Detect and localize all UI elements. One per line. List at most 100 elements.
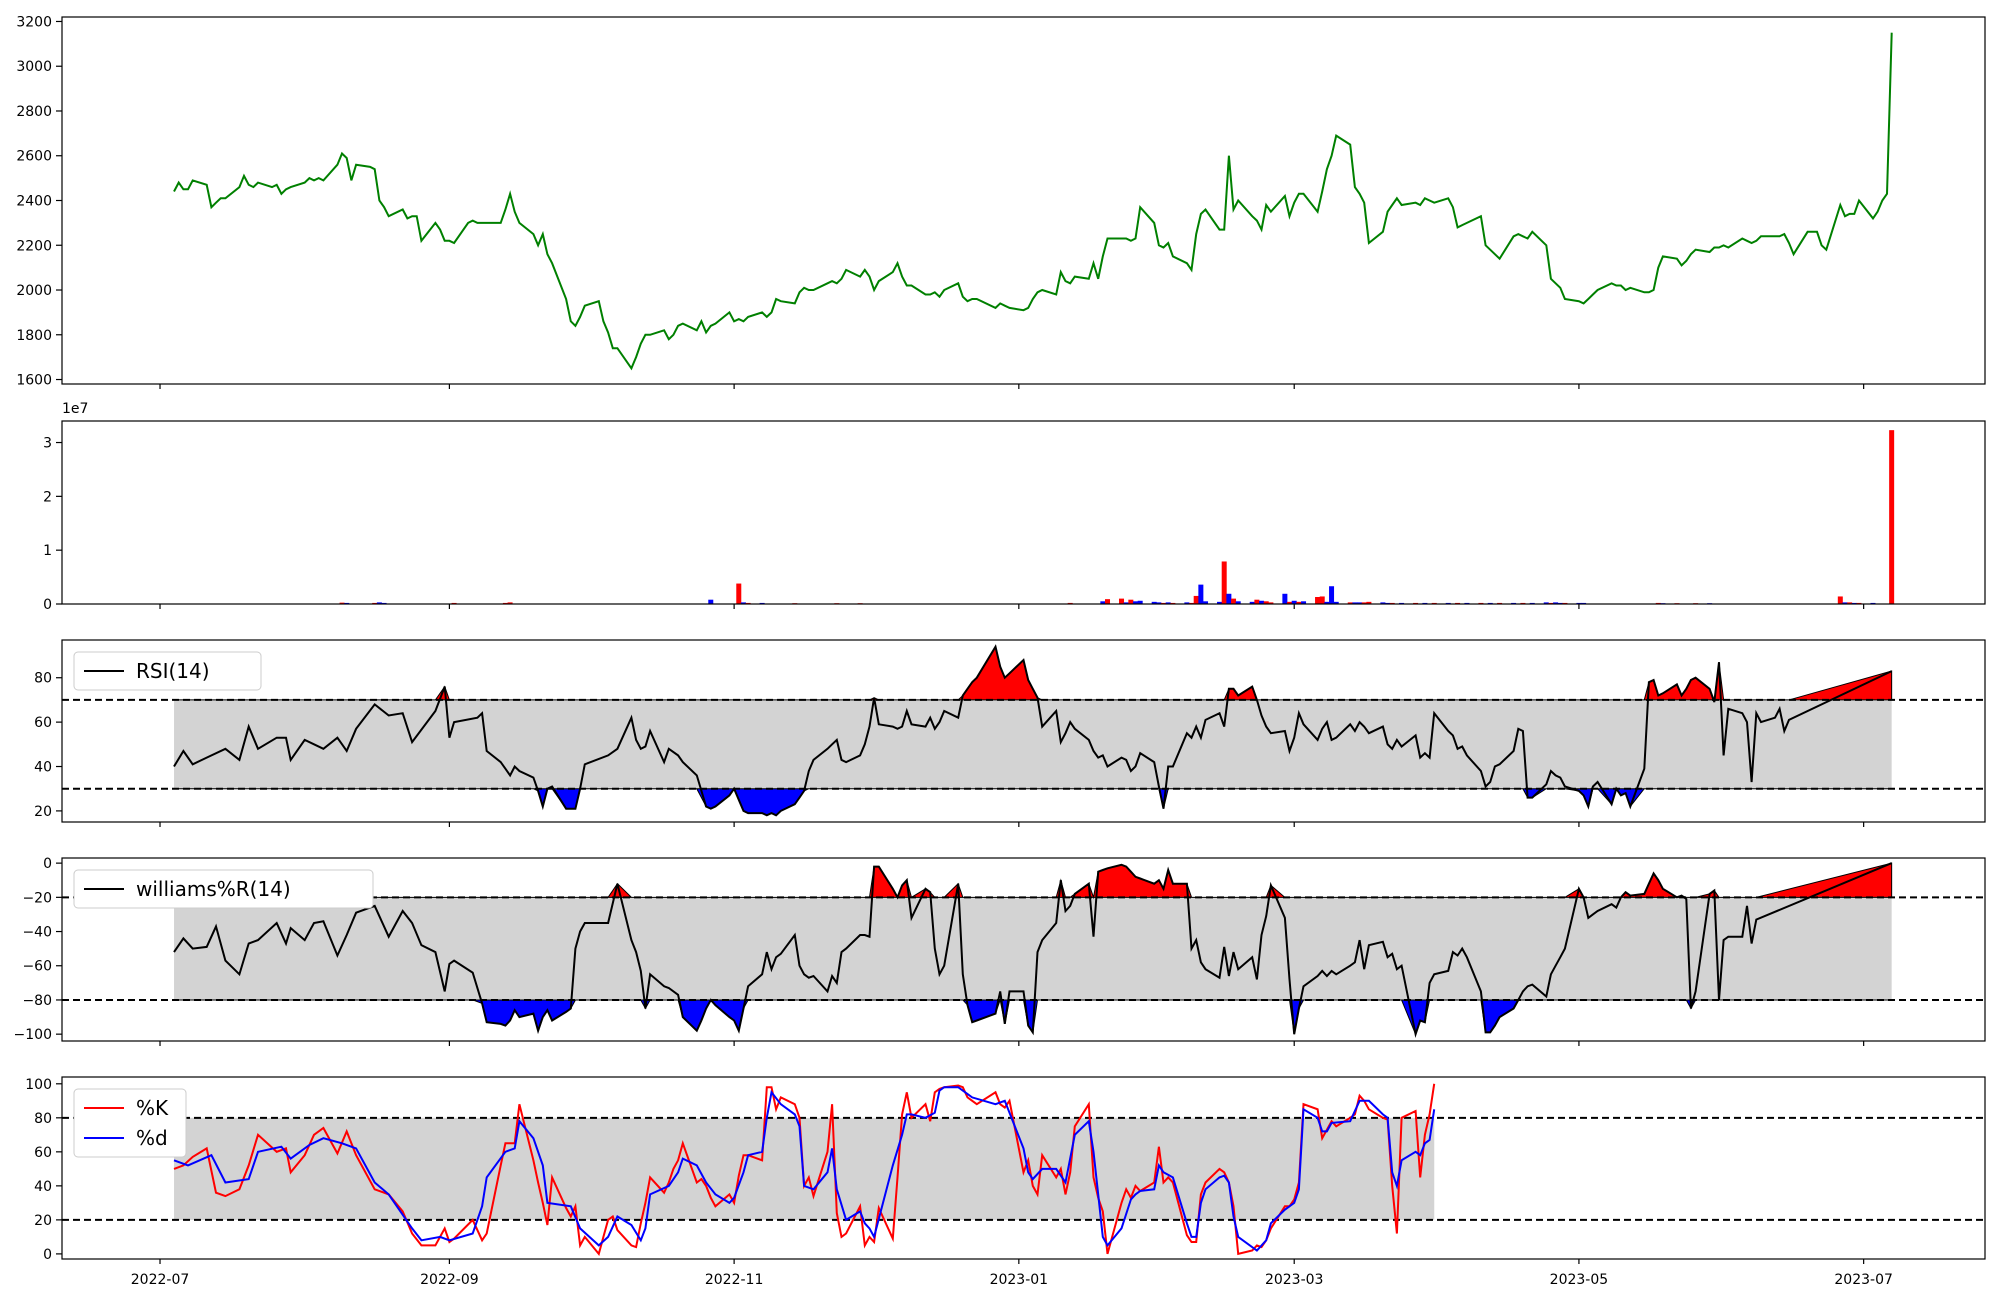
volume-bar [708,599,714,604]
volume-bar [1119,598,1125,604]
threshold-band [174,699,1892,789]
x-axis: 2022-07 2022-09 2022-11 2023-01 2023-03 2023-… [131,1272,1893,1288]
series-line-1 [173,1086,1436,1252]
y-tick-label: 2200 [16,238,52,254]
legend-box [73,869,374,909]
legend-label: %d [136,1126,168,1150]
y-tick-label: 0 [43,856,52,872]
y-tick-label: 20 [34,1213,52,1229]
threshold-band [174,897,1892,1000]
volume-bar [1366,601,1372,604]
y-tick-label: 80 [34,671,52,687]
series-line-0 [173,862,1893,1039]
axes-frame [61,16,1986,385]
volume-bar [1291,600,1297,604]
volume-bar [1329,586,1335,604]
y-tick-label: 0 [43,1247,52,1263]
volume-bar [1249,601,1255,604]
x-tick-label: 2022-11 [705,1272,764,1288]
legend-box [73,651,262,691]
legend-box [73,1088,187,1158]
y-tick-label: 2600 [16,149,52,165]
volume-bar [1315,597,1321,604]
axes-frame [61,857,1986,1042]
y-tick-label: 40 [34,760,52,776]
volume-bar [1235,601,1241,604]
volume-bar [1259,600,1265,604]
volume-bar [1203,601,1209,604]
y-tick-label: 1 [43,543,52,559]
rsi-panel: 20 40 60 80 RSI(14) [34,639,1986,827]
axes-frame [61,639,1986,823]
volume-bar [1123,602,1129,604]
volume-bar [1128,599,1134,604]
volume-bar [1151,601,1157,604]
stochastic-panel: 0 20 40 60 80 100 %K %d [25,1076,1986,1264]
y-tick-label: 20 [34,804,52,820]
volume-bar [1282,593,1288,604]
volume-bar [1165,602,1171,604]
y-tick-label: −60 [22,959,52,975]
volume-bar [1324,601,1330,604]
volume-bar [1156,602,1162,604]
threshold-band [174,1117,1435,1220]
axes-frame [61,420,1986,605]
volume-bar [1254,599,1260,604]
series-line-0 [173,32,1893,371]
volume-bar [1217,601,1223,604]
volume-bar [1226,593,1232,604]
y-tick-label: 1800 [16,328,52,344]
volume-bar [1105,599,1111,604]
volume-bar [1133,601,1139,604]
axes-frame [61,1076,1986,1260]
volume-bar [339,602,345,604]
volume-bar [1137,600,1143,604]
volume-bar [1553,602,1559,604]
volume-bar [1221,561,1227,604]
volume-bar [1319,596,1325,604]
y-tick-label: 2 [43,489,52,505]
volume-bar [1296,601,1302,604]
volume-bar [1543,602,1549,604]
volume-bar [1184,602,1190,604]
y-tick-label: −20 [22,890,52,906]
y-tick-label: 60 [34,1145,52,1161]
volume-bar [1842,602,1848,604]
legend: %K %d [73,1088,187,1158]
volume-bar [1347,602,1353,604]
x-tick-label: 2023-01 [990,1272,1049,1288]
y-tick-label: 3 [43,436,52,452]
y-tick-label: 2800 [16,104,52,120]
x-tick-label: 2022-07 [131,1272,190,1288]
volume-bar [1198,584,1204,604]
y-tick-label: 80 [34,1111,52,1127]
volume-bar [1231,598,1237,604]
volume-bar [1193,595,1199,604]
y-tick-label: 60 [34,715,52,731]
x-tick-label: 2023-03 [1265,1272,1324,1288]
x-tick-label: 2023-07 [1834,1272,1893,1288]
legend-label: %K [136,1096,169,1120]
williams-panel: 0 −20 −40 −60 −80 −100 williams%R(14) [14,856,1986,1046]
volume-bar [1847,602,1853,604]
legend-label: williams%R(14) [136,877,291,901]
volume-bar [1380,602,1386,604]
y-tick-label: 3200 [16,14,52,30]
y-tick-label: −100 [14,1027,52,1043]
volume-bar [1301,601,1307,604]
volume-bar [736,583,742,604]
y-tick-label: 1600 [16,373,52,389]
volume-bar [1263,601,1269,604]
oversold-fill [174,787,1892,816]
volume-bar [376,602,382,604]
y-tick-label: 40 [34,1179,52,1195]
volume-bar [1333,601,1339,604]
overbought-fill [174,645,1893,702]
y-tick-label: −40 [22,925,52,941]
legend: RSI(14) [73,651,262,691]
series-line-0 [173,644,1893,817]
volume-bar [1361,602,1367,604]
y-tick-label: 3000 [16,59,52,75]
volume-bar [1352,602,1358,604]
